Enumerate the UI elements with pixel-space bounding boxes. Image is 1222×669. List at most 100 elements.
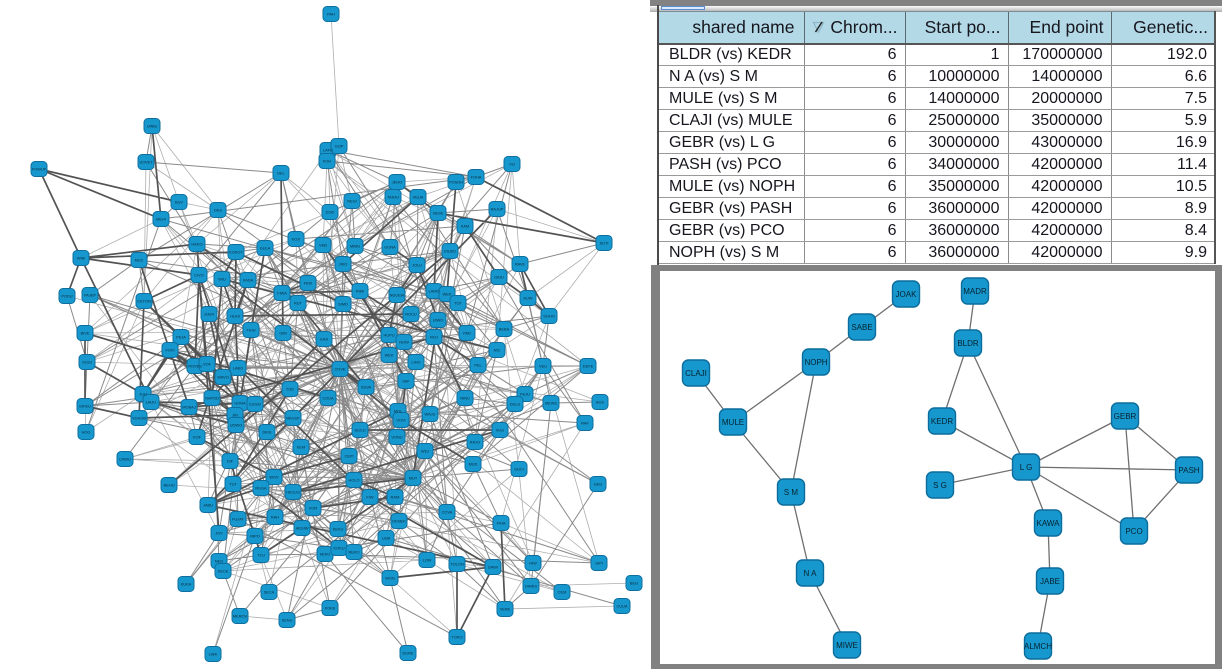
svg-text:HESIW: HESIW [296, 526, 309, 531]
svg-text:SUCU: SUCU [354, 428, 365, 433]
svg-text:PEJA: PEJA [176, 335, 186, 340]
svg-text:LAMO: LAMO [428, 289, 439, 294]
svg-text:GUCI: GUCI [514, 467, 524, 472]
svg-text:PODU: PODU [61, 294, 72, 299]
svg-text:WAVO: WAVO [217, 375, 228, 380]
svg-text:FIWA: FIWA [277, 291, 287, 296]
svg-text:DARIS: DARIS [525, 584, 537, 589]
svg-text:RIMI: RIMI [356, 289, 364, 294]
svg-text:KAWA: KAWA [1037, 519, 1061, 528]
svg-text:MEHI: MEHI [156, 217, 166, 222]
svg-text:HUHI: HUHI [230, 314, 240, 319]
svg-text:SENU: SENU [282, 618, 293, 623]
svg-text:LARI: LARI [209, 652, 218, 657]
svg-text:DIKE: DIKE [262, 430, 271, 435]
svg-text:BEG: BEG [630, 581, 638, 586]
svg-text:GULA: GULA [260, 246, 271, 251]
svg-text:NEHU: NEHU [163, 483, 174, 488]
svg-text:S M: S M [784, 488, 799, 497]
svg-text:FIHA: FIHA [497, 521, 506, 526]
svg-text:FOVI: FOVI [165, 348, 174, 353]
svg-text:TAKAJ: TAKAJ [387, 195, 399, 200]
svg-text:FOWUF: FOWUF [32, 167, 47, 172]
svg-text:ROCU: ROCU [405, 312, 417, 317]
svg-text:KEM: KEM [297, 445, 305, 450]
svg-text:BIVE: BIVE [81, 331, 90, 336]
svg-text:LABO: LABO [233, 366, 243, 371]
svg-text:KOF: KOF [193, 435, 202, 440]
svg-text:VEU: VEU [539, 364, 547, 369]
svg-text:HOG: HOG [82, 430, 91, 435]
svg-text:DAWI: DAWI [488, 565, 498, 570]
svg-text:WEK: WEK [385, 353, 394, 358]
svg-text:MIWE: MIWE [836, 641, 858, 650]
svg-text:GIM: GIM [279, 331, 286, 336]
svg-text:JABU: JABU [203, 503, 213, 508]
svg-text:VIJ: VIJ [509, 162, 515, 167]
svg-text:SIMO: SIMO [338, 302, 348, 307]
svg-text:TOKO: TOKO [452, 635, 463, 640]
svg-text:NUUEW: NUUEW [390, 293, 405, 298]
svg-text:MOL: MOL [394, 409, 403, 414]
svg-text:PCO: PCO [1125, 527, 1142, 536]
svg-text:MEROV: MEROV [233, 614, 248, 619]
svg-text:CLAJI: CLAJI [685, 369, 707, 378]
svg-text:WEJ: WEJ [421, 449, 429, 454]
svg-text:TUT: TUT [229, 482, 237, 487]
svg-text:UAJU: UAJU [146, 400, 156, 405]
svg-text:WIBI: WIBI [77, 256, 85, 261]
svg-text:RAH: RAH [271, 515, 279, 520]
svg-text:KUKA: KUKA [181, 582, 192, 587]
svg-text:COVE: COVE [334, 367, 345, 372]
svg-text:CAWU: CAWU [119, 457, 131, 462]
svg-text:BEBA: BEBA [499, 327, 510, 332]
svg-text:VEB: VEB [319, 243, 327, 248]
svg-text:FEKI: FEKI [304, 281, 313, 286]
svg-text:CIVO: CIVO [194, 273, 204, 278]
svg-text:ALMCH: ALMCH [1024, 642, 1052, 651]
svg-text:LIHO: LIHO [411, 360, 420, 365]
svg-text:PAJEP: PAJEP [84, 293, 96, 298]
svg-text:MOBAJ: MOBAJ [182, 405, 195, 410]
svg-text:FOKE: FOKE [325, 606, 336, 611]
svg-text:JEHO: JEHO [392, 180, 402, 185]
svg-text:MEVUF: MEVUF [286, 416, 300, 421]
svg-text:COVA: COVA [442, 510, 453, 515]
svg-text:DIUED: DIUED [444, 249, 456, 254]
svg-text:SABE: SABE [851, 323, 872, 332]
svg-text:DEL: DEL [277, 171, 285, 176]
svg-text:TOLON: TOLON [450, 562, 464, 567]
svg-text:SOHO: SOHO [543, 314, 554, 319]
svg-text:HADO: HADO [191, 242, 202, 247]
svg-text:PASH: PASH [1178, 466, 1199, 475]
svg-text:RAF: RAF [581, 421, 589, 426]
svg-text:SUTI: SUTI [600, 241, 609, 246]
svg-text:CETON: CETON [137, 299, 151, 304]
svg-text:GIPI: GIPI [595, 561, 603, 566]
svg-text:UOWO: UOWO [230, 423, 243, 428]
svg-text:JIJUH: JIJUH [204, 312, 215, 317]
svg-text:VUG: VUG [496, 428, 504, 433]
svg-text:RAM: RAM [391, 495, 400, 500]
svg-text:N A: N A [804, 569, 818, 578]
svg-text:BLDR: BLDR [957, 339, 979, 348]
svg-text:MUD: MUD [469, 462, 478, 467]
svg-text:RAJO: RAJO [470, 440, 480, 445]
svg-text:DENEK: DENEK [392, 519, 406, 524]
svg-text:NOPH: NOPH [804, 358, 827, 367]
svg-text:UIWO: UIWO [433, 318, 444, 323]
svg-text:JUU: JUU [139, 392, 147, 397]
svg-text:SECA: SECA [264, 590, 275, 595]
svg-text:HESE: HESE [433, 211, 444, 216]
svg-text:FUJAT: FUJAT [232, 517, 244, 522]
svg-text:MEWE: MEWE [545, 401, 558, 406]
svg-text:KADA: KADA [243, 278, 254, 283]
svg-text:VUHOB: VUHOB [132, 416, 146, 421]
svg-text:SAF: SAF [402, 379, 410, 384]
svg-text:UUB: UUB [382, 536, 391, 541]
svg-text:WIU: WIU [218, 277, 226, 282]
svg-text:POSOH: POSOH [449, 180, 463, 185]
svg-text:UINIU: UINIU [147, 124, 158, 129]
svg-text:MULE: MULE [722, 418, 744, 427]
svg-text:JIKO: JIKO [339, 262, 348, 267]
